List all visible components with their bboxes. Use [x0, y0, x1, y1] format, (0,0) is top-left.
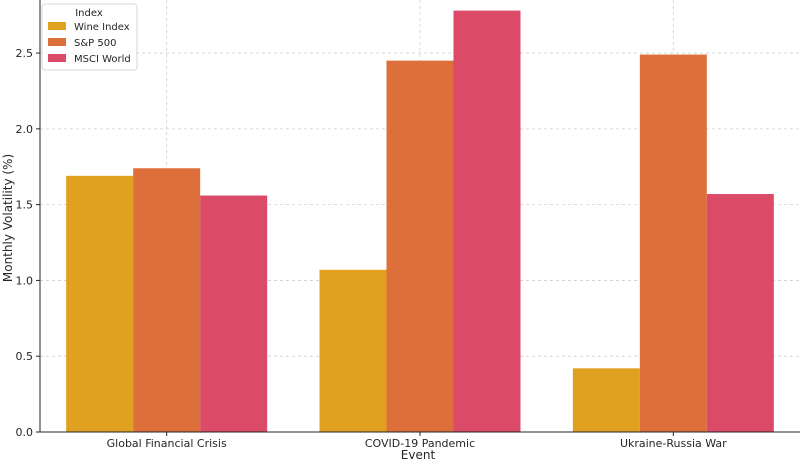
- legend-title: Index: [75, 8, 103, 19]
- bars: [66, 10, 774, 432]
- y-ticks: 0.0 0.5 1.0 1.5 2.0 2.5: [16, 47, 40, 439]
- y-tick-label: 2.0: [16, 123, 34, 136]
- y-tick-label: 0.5: [16, 350, 34, 363]
- bar: [639, 54, 707, 432]
- bar: [453, 10, 521, 432]
- legend-swatch: [48, 38, 66, 46]
- legend: Index Wine Index S&P 500 MSCI World: [41, 3, 138, 71]
- bar: [706, 194, 774, 432]
- bar: [133, 168, 201, 432]
- legend-label: MSCI World: [74, 54, 131, 65]
- bar: [200, 195, 268, 432]
- x-tick-label: Global Financial Crisis: [107, 437, 227, 450]
- y-tick-label: 1.0: [16, 274, 34, 287]
- bar: [319, 269, 387, 432]
- x-axis-label: Event: [401, 448, 436, 461]
- legend-swatch: [48, 54, 66, 62]
- y-tick-label: 1.5: [16, 199, 34, 212]
- legend-items: Wine Index S&P 500 MSCI World: [48, 22, 131, 65]
- bar: [66, 175, 134, 432]
- bar: [572, 368, 640, 432]
- legend-swatch: [48, 22, 66, 30]
- legend-label: Wine Index: [74, 22, 130, 33]
- legend-label: S&P 500: [74, 38, 116, 49]
- x-tick-label: COVID-19 Pandemic: [365, 437, 475, 450]
- x-tick-label: Ukraine-Russia War: [620, 437, 727, 450]
- bar: [386, 60, 454, 432]
- legend-box: [41, 3, 138, 71]
- y-tick-label: 2.5: [16, 47, 34, 60]
- y-tick-label: 0.0: [16, 426, 34, 439]
- y-axis-label: Monthly Volatility (%): [1, 154, 15, 282]
- x-ticks: Global Financial Crisis COVID-19 Pandemic…: [107, 432, 727, 450]
